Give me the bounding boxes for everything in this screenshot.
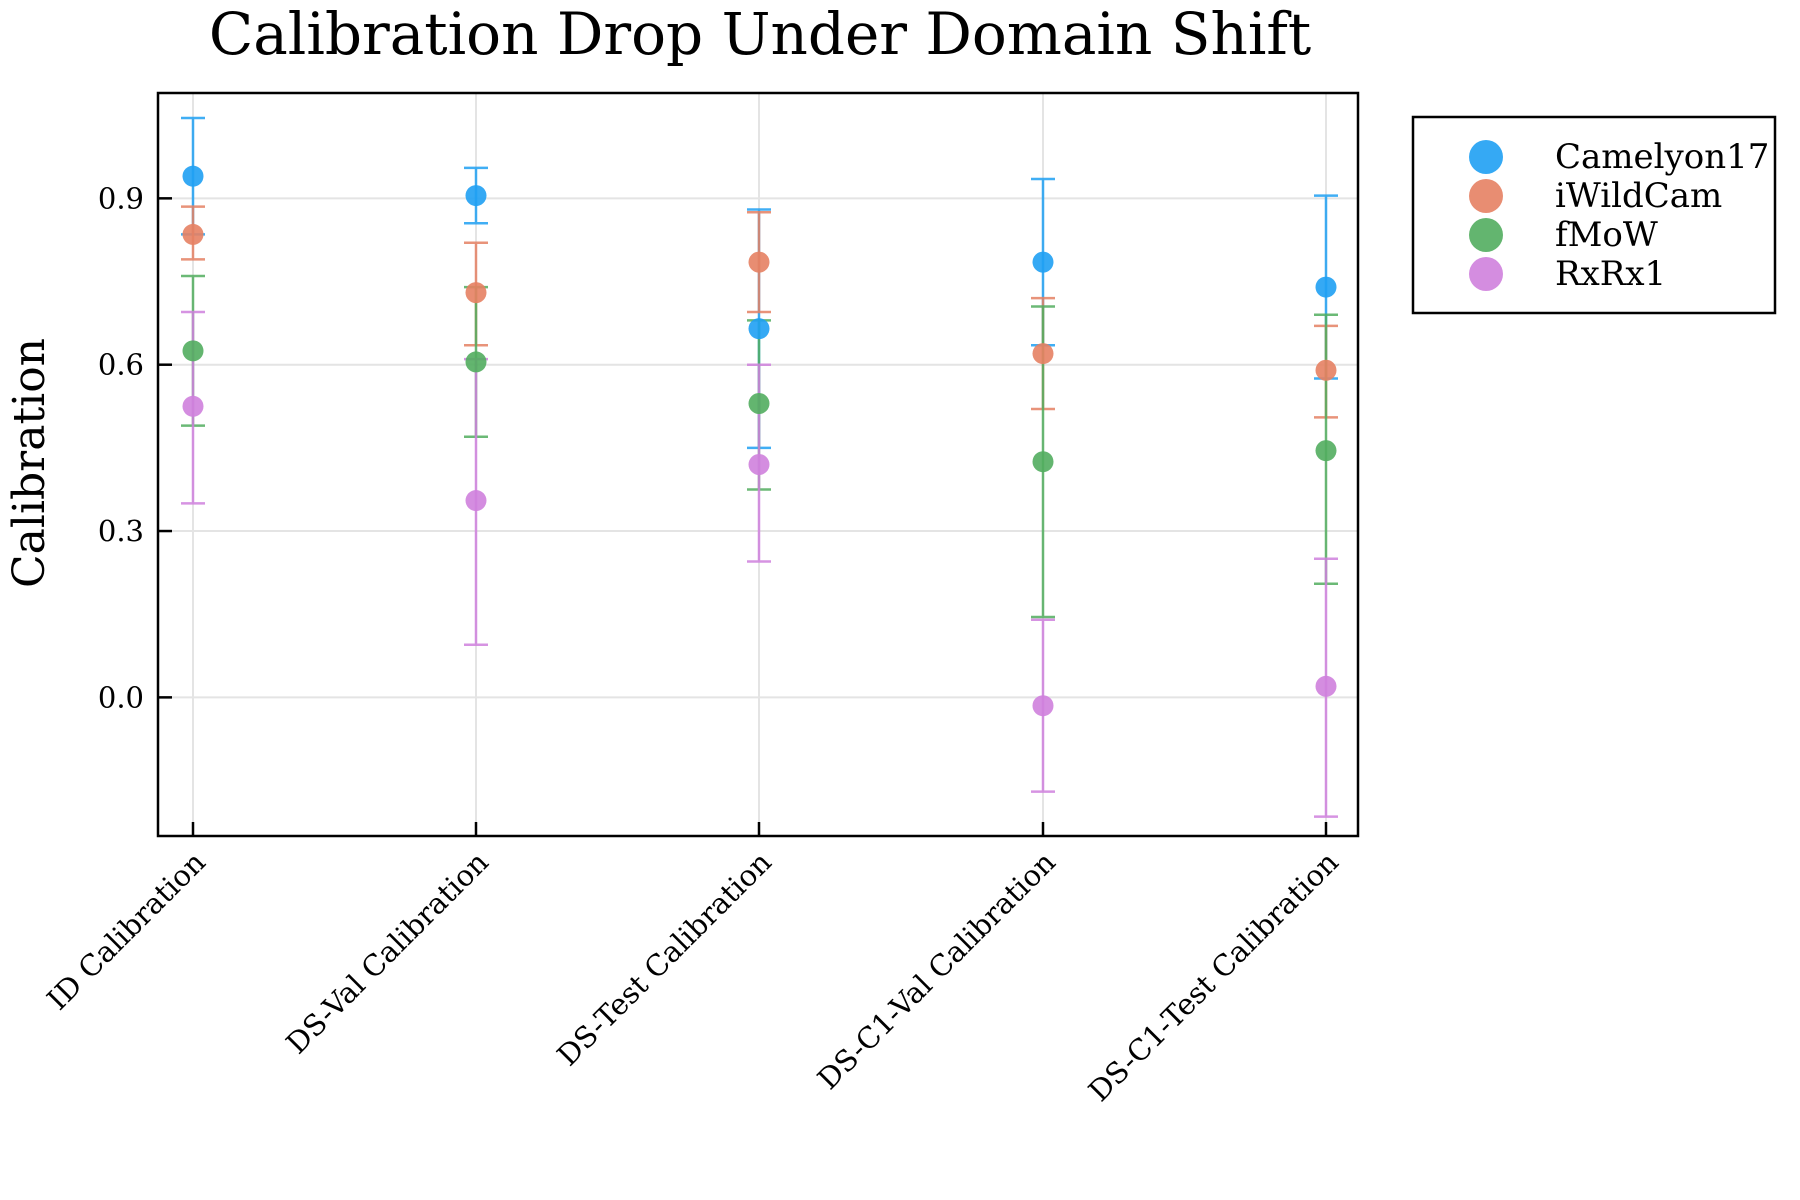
point-rxrx1-4 (1315, 675, 1337, 697)
legend-label-rxrx1: RxRx1 (1555, 254, 1666, 294)
legend-label-camelyon17: Camelyon17 (1555, 137, 1769, 177)
point-layer (182, 165, 1337, 717)
point-camelyon17-4 (1315, 276, 1337, 298)
point-camelyon17-1 (465, 185, 487, 207)
point-fmow-3 (1032, 451, 1054, 473)
x-tick-label-3: DS-C1-Val Calibration (811, 845, 1062, 1096)
point-iwildcam-0 (182, 223, 204, 245)
point-iwildcam-1 (465, 282, 487, 304)
point-camelyon17-3 (1032, 251, 1054, 273)
y-tick-label-0: 0.0 (98, 680, 144, 714)
point-fmow-4 (1315, 440, 1337, 462)
point-fmow-2 (748, 393, 770, 415)
legend-marker-fmow (1469, 218, 1503, 252)
y-tick-label-3: 0.9 (98, 181, 144, 215)
point-camelyon17-2 (748, 318, 770, 340)
point-fmow-1 (465, 351, 487, 373)
x-tick-label-2: DS-Test Calibration (550, 845, 778, 1073)
point-rxrx1-1 (465, 490, 487, 512)
point-iwildcam-3 (1032, 343, 1054, 365)
point-iwildcam-4 (1315, 359, 1337, 381)
legend-label-fmow: fMoW (1555, 215, 1658, 255)
x-tick-label-0: ID Calibration (40, 845, 212, 1017)
point-camelyon17-0 (182, 165, 204, 187)
point-rxrx1-0 (182, 395, 204, 417)
point-fmow-0 (182, 340, 204, 362)
point-rxrx1-2 (748, 454, 770, 475)
chart-title: Calibration Drop Under Domain Shift (209, 0, 1311, 68)
legend-label-iwildcam: iWildCam (1555, 176, 1722, 216)
legend-marker-iwildcam (1469, 179, 1503, 213)
y-axis-label: Calibration (4, 338, 55, 588)
legend-marker-camelyon17 (1469, 140, 1503, 174)
point-rxrx1-3 (1032, 695, 1054, 717)
y-tick-label-1: 0.3 (98, 514, 144, 548)
point-iwildcam-2 (748, 251, 770, 273)
x-tick-label-4: DS-C1-Test Calibration (1082, 845, 1345, 1108)
legend-marker-rxrx1 (1469, 257, 1503, 291)
y-tick-label-2: 0.6 (98, 348, 144, 382)
axis-layer: 0.0 0.3 0.6 0.9 ID Calibration DS-Val Calibra… (40, 91, 1360, 1108)
x-tick-label-1: DS-Val Calibration (279, 845, 494, 1060)
